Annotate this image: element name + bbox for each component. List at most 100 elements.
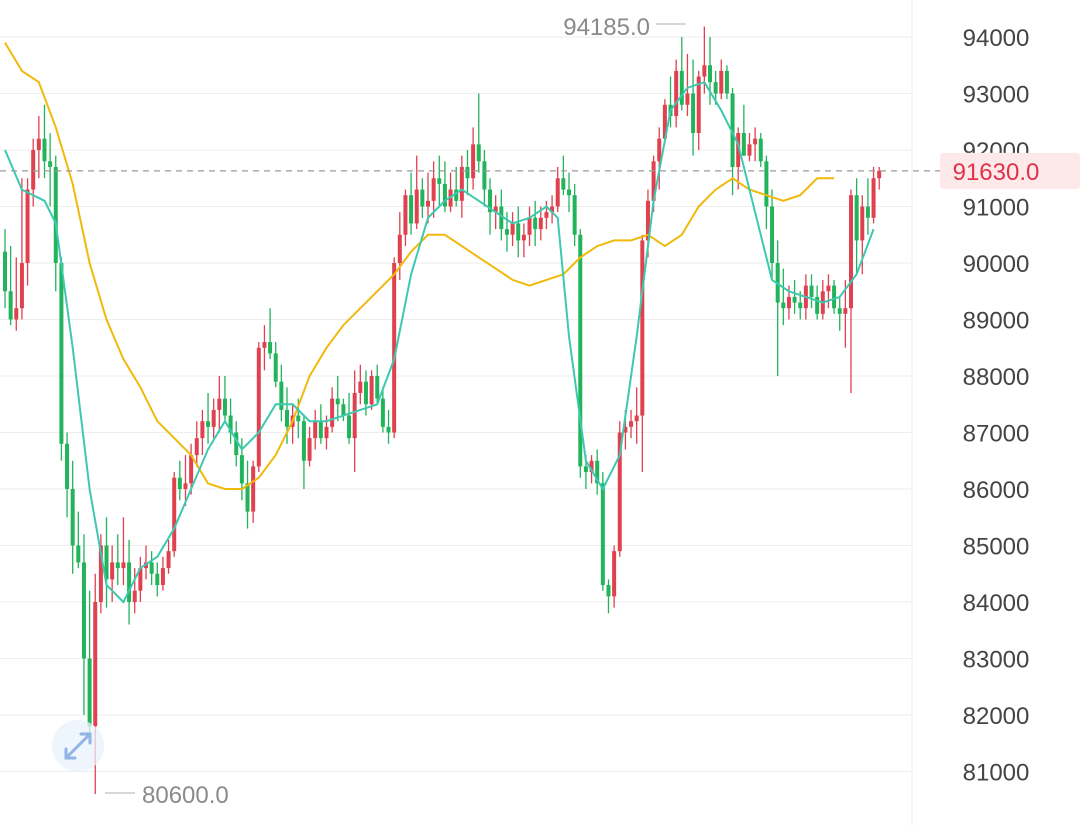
candle: [724, 65, 729, 100]
price-axis[interactable]: 9400093000920009100090000890008800087000…: [963, 25, 1030, 787]
candle: [194, 421, 199, 467]
candle-body: [132, 590, 137, 602]
candle-body: [217, 398, 222, 410]
candle-body: [87, 658, 92, 727]
candle-body: [617, 432, 622, 552]
candle: [482, 150, 487, 207]
candle-body: [200, 421, 205, 439]
candle: [561, 155, 566, 196]
candle-body: [420, 189, 425, 207]
candle-body: [183, 483, 188, 489]
candle: [792, 279, 797, 314]
candle-body: [629, 421, 634, 427]
candle-body: [358, 381, 363, 393]
candle: [279, 364, 284, 422]
candle-body: [826, 285, 831, 292]
candle: [206, 392, 211, 444]
low-marker: 80600.0: [105, 782, 229, 809]
candle: [527, 206, 532, 247]
candle-body: [222, 398, 227, 416]
candle-body: [234, 432, 239, 456]
candle: [837, 296, 842, 331]
candle-body: [166, 551, 171, 569]
candle: [87, 590, 92, 744]
candle-body: [239, 455, 244, 484]
candle-body: [640, 240, 645, 416]
candle: [600, 472, 605, 591]
candle-body: [533, 217, 538, 230]
candle: [516, 206, 521, 258]
candle: [347, 392, 352, 444]
ma-slow-line: [4, 42, 835, 490]
candle-body: [380, 398, 385, 427]
candle: [629, 409, 634, 439]
candle: [166, 539, 171, 574]
candle: [595, 449, 600, 495]
candle-body: [172, 477, 177, 552]
candle-body: [612, 551, 617, 597]
candle-body: [392, 263, 397, 433]
candle-body: [273, 353, 278, 382]
candle-body: [623, 426, 628, 433]
candle-body: [753, 138, 758, 145]
candle-body: [403, 195, 408, 235]
candle-body: [815, 296, 820, 314]
candle-body: [454, 189, 459, 201]
candle-body: [59, 263, 64, 444]
candle-body: [313, 421, 318, 439]
candle: [809, 274, 814, 309]
candle-body: [595, 460, 600, 484]
candle: [488, 178, 493, 235]
candle: [301, 415, 306, 489]
candle: [81, 534, 86, 715]
candle-body: [25, 189, 30, 263]
candle-body: [871, 178, 876, 218]
candle: [183, 455, 188, 506]
candle-body: [747, 144, 752, 156]
candle: [409, 172, 414, 235]
candle: [262, 325, 267, 371]
candle-body: [741, 133, 746, 156]
candle-body: [324, 426, 329, 439]
candle-body: [476, 144, 481, 162]
y-tick-label: 93000: [963, 82, 1030, 109]
candle-body: [31, 150, 36, 190]
candle: [820, 279, 825, 320]
candle: [369, 370, 374, 410]
candle-body: [65, 443, 70, 489]
candle-body: [544, 212, 549, 218]
candle-body: [347, 415, 352, 439]
high-marker: 94185.0: [563, 14, 686, 41]
candle: [871, 166, 876, 224]
candle-body: [730, 93, 735, 167]
fullscreen-button[interactable]: [52, 720, 104, 772]
candle: [149, 551, 154, 586]
candle-body: [301, 421, 306, 461]
expand-arrows-icon[interactable]: [64, 732, 92, 760]
candle-body: [572, 195, 577, 235]
candle: [313, 409, 318, 450]
candle-body: [48, 161, 53, 167]
candle: [679, 37, 684, 111]
candle: [747, 133, 752, 162]
candle-body: [307, 438, 312, 461]
candle: [832, 279, 837, 314]
current-price-tag: 91630.0: [940, 152, 1080, 189]
candle: [65, 432, 70, 518]
candle: [335, 376, 340, 422]
candle-body: [397, 234, 402, 263]
y-tick-label: 90000: [963, 251, 1030, 278]
candle: [849, 189, 853, 393]
candle-body: [14, 308, 19, 320]
candle-body: [189, 455, 194, 484]
candle-body: [849, 195, 853, 309]
ma-fast-line: [4, 80, 875, 604]
candle: [341, 398, 346, 422]
candle: [612, 545, 617, 608]
candle: [234, 421, 239, 467]
candle: [211, 398, 216, 439]
candle: [555, 166, 560, 213]
candle-body: [76, 545, 81, 563]
candle: [200, 409, 205, 456]
